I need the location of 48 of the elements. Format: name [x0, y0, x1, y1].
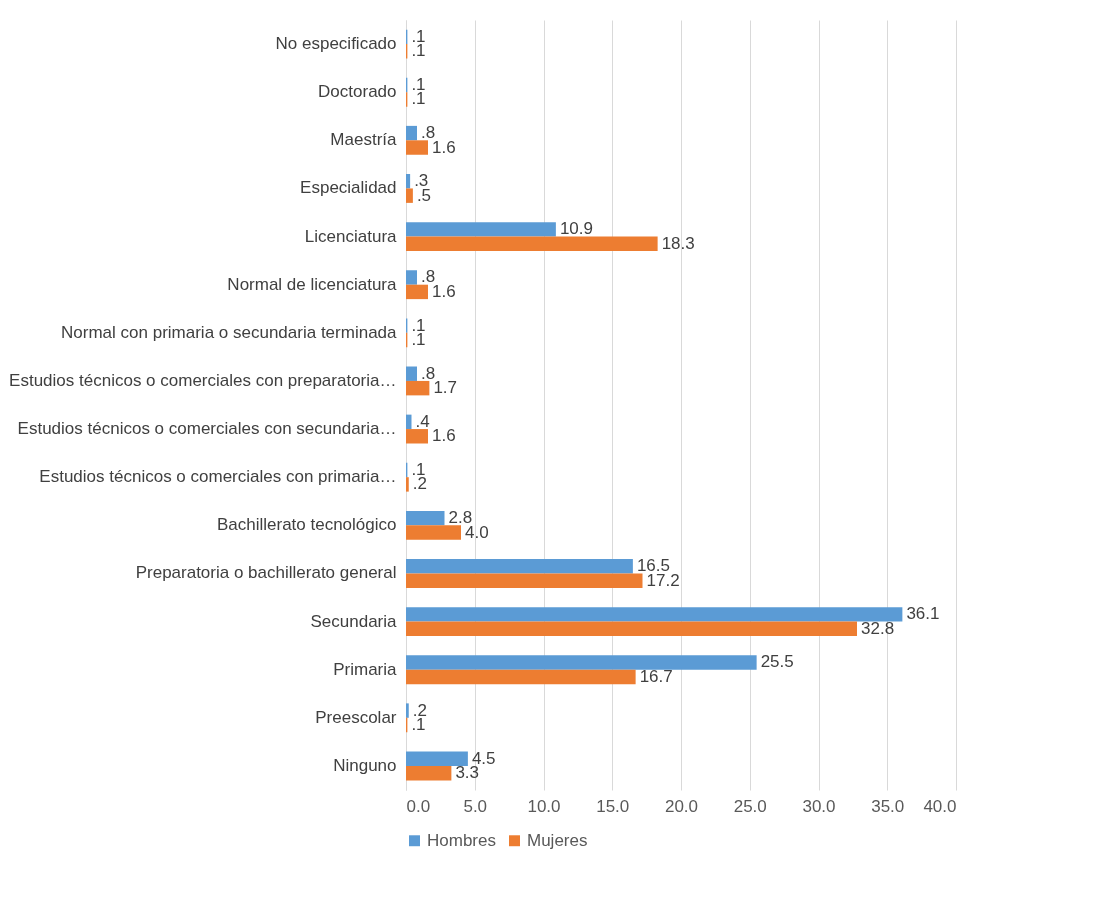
y-tick-label: Bachillerato tecnológico	[216, 515, 397, 535]
x-tick-label: 35.0	[871, 796, 905, 816]
data-label: .4	[415, 411, 430, 431]
y-tick-label: Maestría	[330, 130, 398, 150]
y-tick-label: Preparatoria o bachillerato general	[135, 563, 397, 583]
y-tick-label: No especificado	[275, 34, 397, 54]
y-tick-label: Normal con primaria o secundaria terminada	[61, 322, 398, 342]
y-tick-label: Estudios técnicos o comerciales con preparatoria…	[9, 370, 397, 390]
x-tick-label: 0.0	[406, 796, 431, 816]
data-label: 3.3	[455, 763, 480, 783]
data-label: .1	[411, 89, 426, 109]
data-label: 10.9	[559, 219, 593, 239]
data-label: 36.1	[906, 604, 940, 624]
x-tick-label: 30.0	[802, 796, 836, 816]
data-label: .1	[411, 715, 426, 735]
y-tick-label: Licenciatura	[304, 226, 398, 246]
x-tick-label: 15.0	[596, 796, 630, 816]
data-label: 25.5	[760, 652, 794, 672]
y-tick-label: Doctorado	[318, 82, 397, 102]
data-label: .1	[411, 41, 426, 61]
data-label: .2	[412, 474, 427, 494]
data-label: .8	[421, 363, 436, 383]
y-tick-label: Primaria	[333, 659, 398, 679]
legend-label: Mujeres	[527, 830, 588, 850]
y-tick-label: Preescolar	[315, 707, 397, 727]
data-label: 16.7	[639, 666, 673, 686]
data-label: 4.0	[465, 522, 489, 542]
y-tick-label: Secundaria	[310, 611, 398, 631]
x-tick-label: 25.0	[733, 796, 767, 816]
y-tick-label: Estudios técnicos o comerciales con secundaria…	[17, 419, 397, 439]
data-label: .1	[411, 330, 426, 350]
data-label: 1.6	[432, 137, 456, 157]
x-tick-label: 20.0	[664, 796, 699, 816]
data-label: 1.6	[432, 426, 456, 446]
x-tick-label: 40.0	[923, 796, 957, 816]
data-label: 18.3	[661, 233, 695, 253]
x-tick-label: 10.0	[527, 796, 561, 816]
data-label: 32.8	[861, 618, 895, 638]
data-label: .5	[416, 185, 432, 205]
data-label: 1.7	[433, 378, 458, 398]
y-tick-label: Ninguno	[333, 755, 397, 775]
legend-label: Hombres	[427, 830, 496, 850]
x-tick-label: 5.0	[463, 796, 488, 816]
y-tick-label: Especialidad	[300, 178, 397, 198]
data-label: 1.6	[432, 281, 456, 301]
y-tick-label: Normal de licenciatura	[227, 274, 398, 294]
data-label: 17.2	[646, 570, 680, 590]
y-tick-label: Estudios técnicos o comerciales con primaria…	[39, 467, 397, 487]
